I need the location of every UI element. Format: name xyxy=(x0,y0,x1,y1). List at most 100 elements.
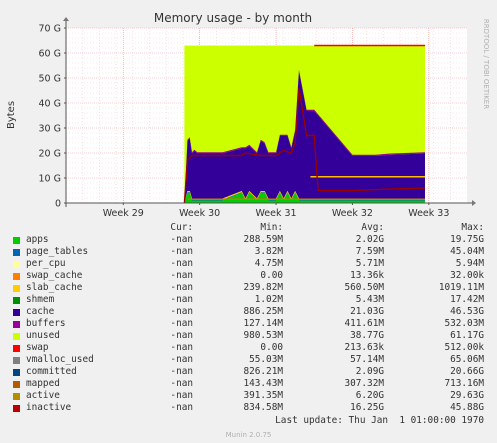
legend-max: 61.17G xyxy=(450,330,484,341)
legend-swatch xyxy=(13,273,20,280)
legend-avg: 38.77G xyxy=(350,330,384,341)
legend-swatch xyxy=(13,357,20,364)
legend-row-per_cpu: per_cpu -nan 4.75M 5.71M 5.94M xyxy=(0,258,497,270)
legend-cur: -nan xyxy=(170,330,193,341)
legend-min: 3.82M xyxy=(254,246,283,257)
x-tick-label: Week 32 xyxy=(332,208,373,219)
legend-min: 1.02M xyxy=(254,294,283,305)
legend-swatch xyxy=(13,381,20,388)
legend-cur: -nan xyxy=(170,246,193,257)
legend-avg: 2.09G xyxy=(355,366,384,377)
memory-chart: 0 10 G 20 G 30 G 40 G 50 G 60 G 70 G Week 29 Week… xyxy=(6,11,490,219)
legend-header-max: Max: xyxy=(461,222,484,233)
legend-max: 20.66G xyxy=(450,366,484,377)
legend-row-apps: apps -nan 288.59M 2.02G 19.75G xyxy=(0,234,497,246)
legend-swatch xyxy=(13,345,20,352)
legend-name: inactive xyxy=(26,402,72,413)
legend-max: 1019.11M xyxy=(438,282,484,293)
y-tick-label: 0 xyxy=(55,199,61,210)
legend-avg: 307.32M xyxy=(344,378,384,389)
legend-min: 4.75M xyxy=(254,258,283,269)
legend-swatch xyxy=(13,405,20,412)
legend-row-committed: committed -nan 826.21M 2.09G 20.66G xyxy=(0,366,497,378)
legend-cur: -nan xyxy=(170,270,193,281)
legend-swatch xyxy=(13,261,20,268)
legend-name: unused xyxy=(26,330,60,341)
axes: 0 10 G 20 G 30 G 40 G 50 G 60 G 70 G Week 29 Week… xyxy=(39,17,476,219)
y-tick-label: 70 G xyxy=(39,24,61,35)
legend-row-active: active -nan 391.35M 6.20G 29.63G xyxy=(0,390,497,402)
legend-cur: -nan xyxy=(170,282,193,293)
legend-name: page_tables xyxy=(26,246,89,257)
legend-swatch xyxy=(13,297,20,304)
legend-max: 29.63G xyxy=(450,390,484,401)
legend-avg: 16.25G xyxy=(350,402,384,413)
line-series xyxy=(183,44,426,204)
legend-name: cache xyxy=(26,306,55,317)
legend-cur: -nan xyxy=(170,366,193,377)
legend-max: 45.88G xyxy=(450,402,484,413)
legend-header-cur: Cur: xyxy=(170,222,193,233)
legend-swatch xyxy=(13,321,20,328)
legend-max: 512.00k xyxy=(444,342,484,353)
legend-min: 288.59M xyxy=(243,234,283,245)
legend-name: apps xyxy=(26,234,49,245)
legend-cur: -nan xyxy=(170,234,193,245)
chart-title: Memory usage - by month xyxy=(154,11,312,25)
legend-name: slab_cache xyxy=(26,282,83,293)
legend-avg: 2.02G xyxy=(355,234,384,245)
legend-header-avg: Avg: xyxy=(361,222,384,233)
x-tick-label: Week 29 xyxy=(103,208,144,219)
y-tick-label: 40 G xyxy=(39,99,61,110)
legend-avg: 13.36k xyxy=(350,270,384,281)
legend-max: 45.04M xyxy=(450,246,484,257)
legend-header: Cur: Min: Avg: Max: xyxy=(0,222,497,234)
legend-row-buffers: buffers -nan 127.14M 411.61M 532.03M xyxy=(0,318,497,330)
y-axis-label: Bytes xyxy=(6,101,17,129)
legend-cur: -nan xyxy=(170,390,193,401)
legend-cur: -nan xyxy=(170,378,193,389)
legend-min: 0.00 xyxy=(260,342,283,353)
x-tick-label: Week 31 xyxy=(255,208,296,219)
legend-row-vmalloc_used: vmalloc_used -nan 55.03M 57.14M 65.06M xyxy=(0,354,497,366)
legend-cur: -nan xyxy=(170,258,193,269)
legend-max: 46.53G xyxy=(450,306,484,317)
legend-min: 55.03M xyxy=(249,354,283,365)
legend-row-cache: cache -nan 886.25M 21.03G 46.53G xyxy=(0,306,497,318)
area-page_tables xyxy=(184,192,425,203)
y-tick-label: 10 G xyxy=(39,174,61,185)
area-cache xyxy=(184,71,425,203)
x-tick-label: Week 30 xyxy=(179,208,220,219)
legend-avg: 411.61M xyxy=(344,318,384,329)
legend-name: vmalloc_used xyxy=(26,354,94,365)
legend-max: 713.16M xyxy=(444,378,484,389)
legend-max: 5.94M xyxy=(455,258,484,269)
legend-swatch xyxy=(13,285,20,292)
area-apps xyxy=(184,193,425,203)
y-tick-label: 20 G xyxy=(39,149,61,160)
y-tick-label: 60 G xyxy=(39,49,61,60)
legend-max: 32.00k xyxy=(450,270,484,281)
legend-avg: 5.71M xyxy=(355,258,384,269)
legend-row-slab_cache: slab_cache -nan 239.82M 560.50M 1019.11M xyxy=(0,282,497,294)
legend-name: buffers xyxy=(26,318,66,329)
legend-avg: 6.20G xyxy=(355,390,384,401)
legend-name: shmem xyxy=(26,294,55,305)
legend-row-inactive: inactive -nan 834.58M 16.25G 45.88G xyxy=(0,402,497,414)
legend-cur: -nan xyxy=(170,318,193,329)
legend-avg: 21.03G xyxy=(350,306,384,317)
legend-name: swap xyxy=(26,342,49,353)
x-axis-arrow xyxy=(472,200,476,206)
legend-min: 834.58M xyxy=(243,402,283,413)
last-update: Last update: Thu Jan 1 01:00:00 1970 xyxy=(275,415,484,426)
legend-row-shmem: shmem -nan 1.02M 5.43M 17.42M xyxy=(0,294,497,306)
legend-swatch xyxy=(13,237,20,244)
legend-rows: apps -nan 288.59M 2.02G 19.75G page_tables -na… xyxy=(0,234,497,414)
legend: Cur: Min: Avg: Max: apps -nan 288.59M 2.02G… xyxy=(0,222,497,414)
legend-avg: 7.59M xyxy=(355,246,384,257)
legend-avg: 57.14M xyxy=(350,354,384,365)
line-active xyxy=(183,87,426,204)
legend-cur: -nan xyxy=(170,342,193,353)
x-tick-label: Week 33 xyxy=(408,208,449,219)
munin-version: Munin 2.0.75 xyxy=(225,431,272,439)
